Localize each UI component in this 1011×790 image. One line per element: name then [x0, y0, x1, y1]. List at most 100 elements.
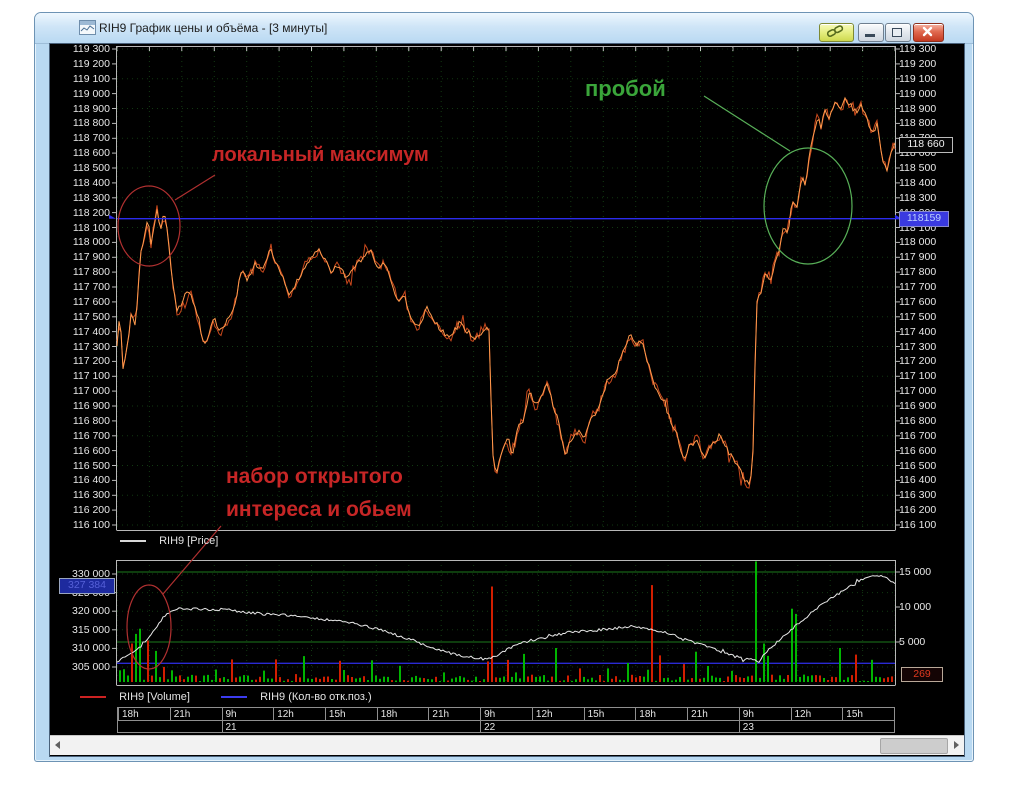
time-cell-border [842, 708, 844, 720]
minimize-button[interactable] [858, 23, 884, 42]
title-bar[interactable]: RIH9 График цены и объёма - [3 минуты] [35, 13, 973, 44]
volume-legend: RIH9 [Volume] RIH9 (Кол-во отк.поз.) [80, 691, 372, 703]
link-button[interactable] [819, 23, 854, 42]
time-cell-border [687, 708, 689, 720]
chart-canvas[interactable] [50, 44, 964, 756]
volume-legend-label: RIH9 [Volume] [119, 691, 190, 703]
axis-tick-label: 118 500 [899, 162, 937, 174]
axis-tick-label: 117 000 [72, 385, 110, 398]
time-label: 9h [484, 709, 496, 720]
axis-tick-label: 15 000 [899, 566, 932, 578]
time-cell-border [635, 708, 637, 720]
axis-tick-label: 116 300 [899, 489, 937, 502]
axis-tick-label: 116 400 [899, 474, 937, 487]
axis-tick-label: 117 500 [899, 310, 937, 323]
left-triangle-icon [55, 741, 60, 749]
scroll-left-arrow[interactable] [50, 736, 65, 755]
local-max-circle [117, 185, 181, 267]
chain-link-icon [826, 25, 844, 37]
time-cell-border [273, 708, 275, 720]
axis-tick-label: 119 300 [899, 43, 937, 55]
axis-tick-label: 117 100 [899, 370, 937, 383]
chart-window: RIH9 График цены и объёма - [3 минуты] 1… [34, 12, 974, 762]
horizontal-scrollbar[interactable] [50, 735, 964, 755]
axis-tick-label: 116 500 [72, 459, 110, 472]
axis-tick-label: 116 200 [72, 504, 110, 517]
axis-tick-label: 310 000 [72, 642, 110, 655]
axis-tick-label: 117 600 [72, 295, 110, 308]
axis-tick-label: 118 100 [72, 221, 110, 234]
scrollbar-thumb[interactable] [880, 738, 948, 754]
axis-tick-label: 116 100 [899, 519, 937, 531]
axis-tick-label: 118 800 [72, 117, 110, 130]
scroll-right-arrow[interactable] [949, 736, 964, 755]
ref-price-box: 118159 [899, 211, 949, 227]
axis-tick-label: 118 400 [72, 176, 110, 189]
time-cell-border [738, 708, 740, 720]
axis-tick-label: 116 600 [899, 444, 937, 457]
axis-tick-label: 118 400 [899, 176, 937, 189]
axis-tick-label: 117 900 [899, 251, 937, 264]
time-label: 18h [122, 709, 139, 720]
axis-tick-label: 118 900 [72, 102, 110, 115]
time-cell-border [169, 708, 171, 720]
restore-button[interactable] [885, 23, 911, 42]
axis-tick-label: 320 000 [72, 605, 110, 618]
axis-tick-label: 117 300 [72, 340, 110, 353]
axis-tick-label: 116 500 [899, 459, 937, 472]
close-button[interactable] [913, 23, 944, 42]
axis-tick-label: 116 700 [72, 429, 110, 442]
axis-tick-label: 117 100 [72, 370, 110, 383]
time-label: 15h [587, 709, 605, 720]
price-series-swatch [120, 540, 146, 543]
axis-tick-label: 117 200 [899, 355, 937, 368]
annotation-oi-note: набор открытого интереса и обьем [226, 465, 412, 521]
time-cell-border [324, 708, 326, 720]
axis-tick-label: 118 900 [899, 102, 937, 115]
time-label: 21h [691, 709, 708, 720]
time-cell-border [376, 708, 378, 720]
time-cell-border [790, 708, 792, 720]
oi-note-pointer [162, 525, 222, 595]
axis-tick-label: 117 400 [899, 325, 937, 338]
axis-tick-label: 116 700 [899, 429, 937, 442]
time-cell-border [480, 708, 482, 720]
oi-note-ellipse [126, 584, 172, 670]
time-label: 9h [225, 709, 237, 720]
axis-tick-label: 116 800 [72, 414, 110, 427]
close-icon [922, 26, 933, 37]
axis-tick-label: 116 900 [899, 400, 937, 412]
time-label: 21h [432, 709, 450, 720]
axis-tick-label: 117 400 [72, 325, 110, 338]
time-cell-border [583, 708, 585, 720]
axis-tick-label: 118 500 [72, 162, 110, 174]
time-axis[interactable]: 18h 21h 9h 12h 15h 18h 21h 9h 12h 15h 18h 21h 9h 12h 1… [117, 707, 895, 733]
axis-tick-label: 116 800 [899, 414, 937, 427]
breakout-ellipse [763, 147, 853, 265]
oi-value-box: 327 384 [59, 578, 115, 594]
date-label: 23 [742, 722, 754, 733]
minimize-icon [865, 34, 875, 37]
axis-tick-label: 118 300 [72, 191, 110, 204]
time-cell-border [118, 708, 119, 720]
axis-tick-label: 119 200 [72, 57, 110, 70]
oi-legend-label: RIH9 (Кол-во отк.поз.) [260, 691, 372, 703]
time-cell-border [531, 708, 533, 720]
last-price-box: 118 660 [899, 137, 953, 153]
axis-tick-label: 116 400 [72, 474, 110, 487]
axis-tick-label: 116 900 [72, 400, 110, 412]
axis-tick-label: 117 200 [72, 355, 110, 368]
price-legend: RIH9 [Price] [120, 535, 218, 547]
axis-tick-label: 119 200 [899, 57, 937, 70]
axis-tick-label: 117 800 [72, 266, 110, 279]
time-axis-divider [118, 720, 894, 721]
axis-tick-label: 119 000 [72, 87, 110, 100]
axis-tick-label: 117 500 [72, 310, 110, 323]
axis-tick-label: 119 300 [72, 43, 110, 55]
axis-tick-label: 330 000 [72, 568, 110, 580]
time-label: 18h [380, 709, 398, 720]
axis-tick-label: 119 000 [899, 87, 937, 100]
axis-tick-label: 118 000 [72, 236, 110, 249]
window-title: RIH9 График цены и объёма - [3 минуты] [99, 21, 328, 35]
